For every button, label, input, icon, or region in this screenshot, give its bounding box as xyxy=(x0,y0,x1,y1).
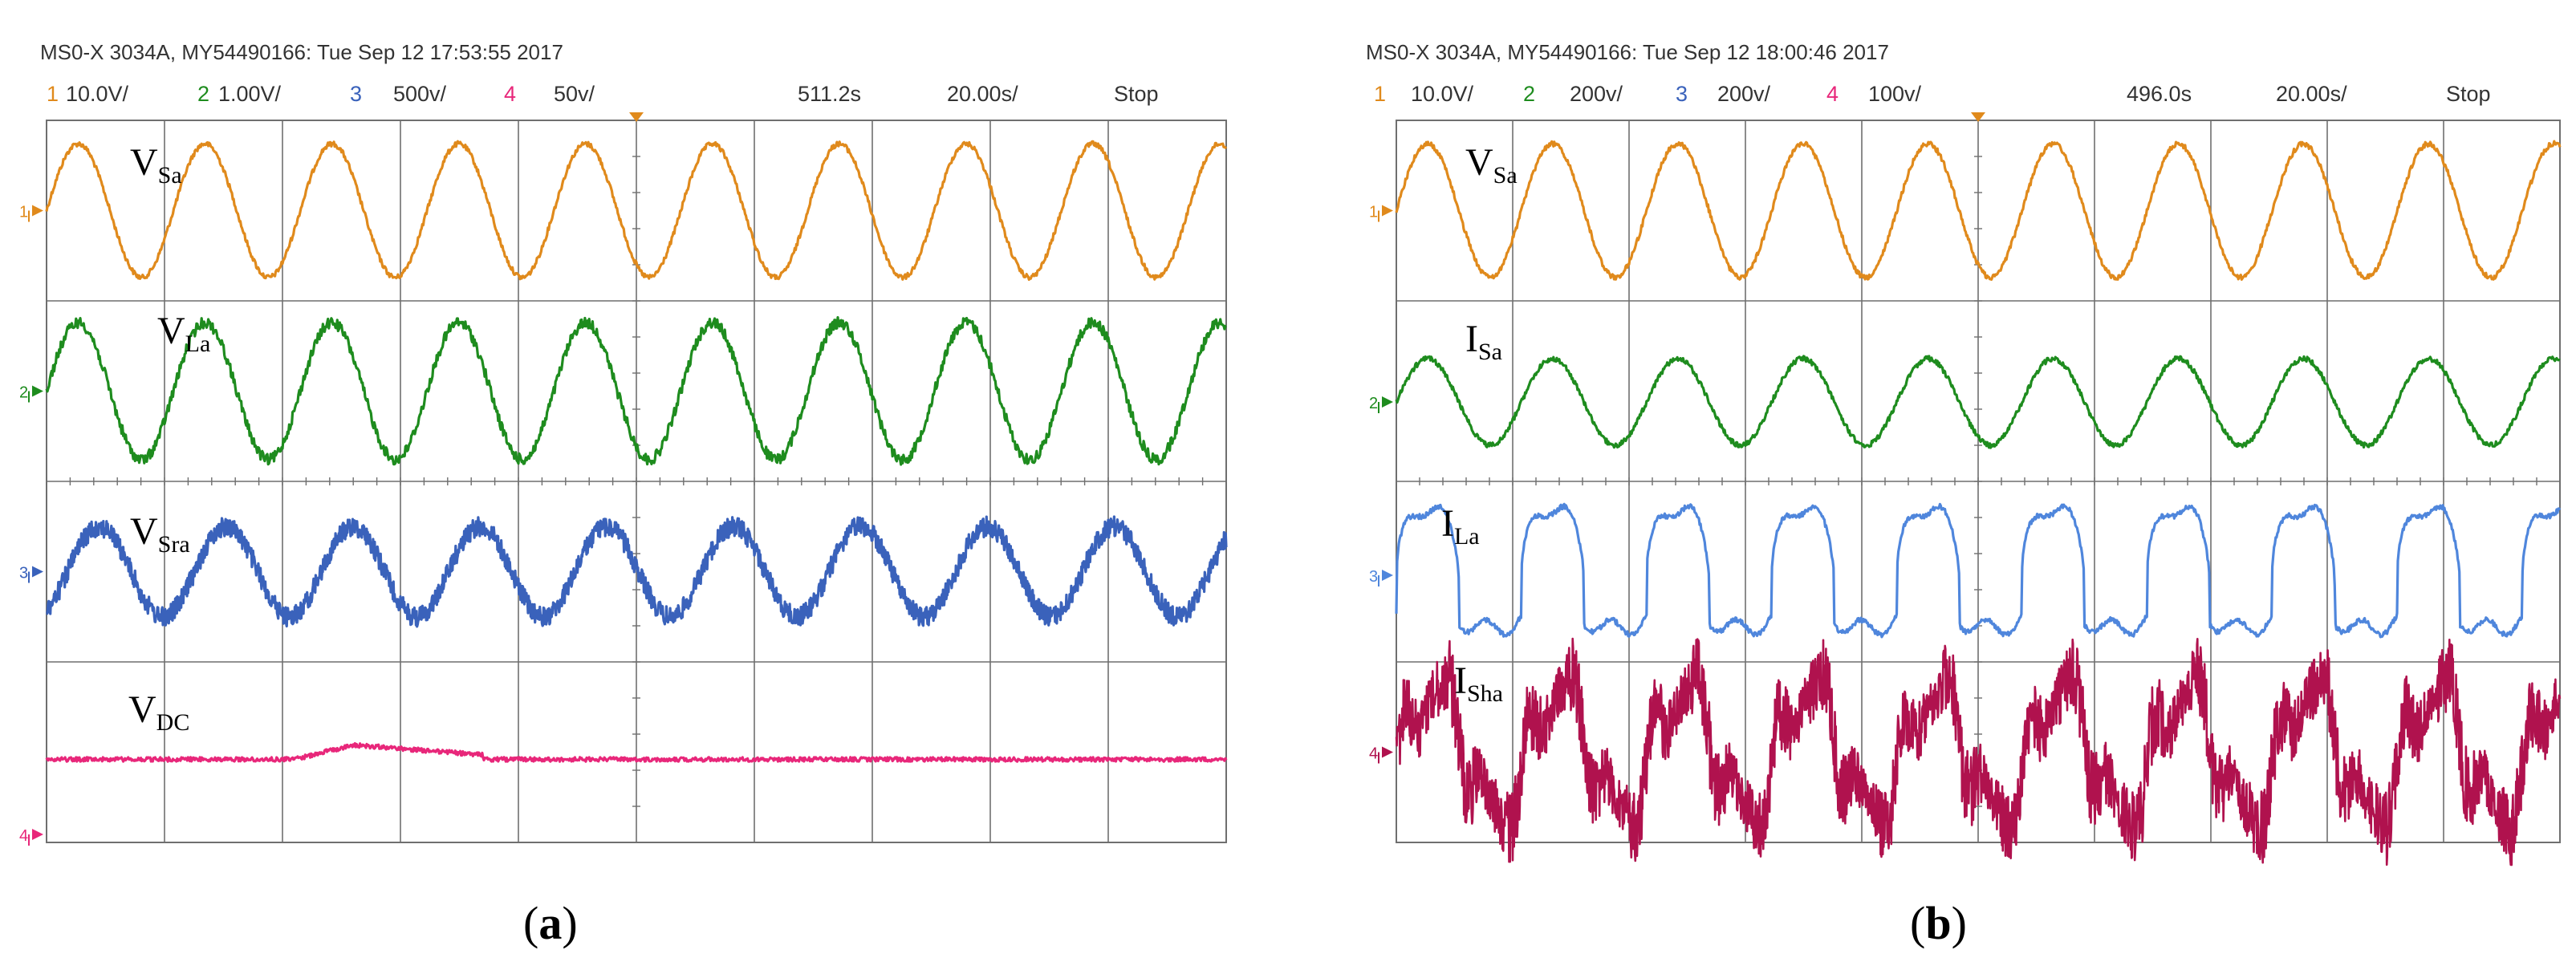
trace-v-sa xyxy=(1395,140,2562,281)
channel-marker-label: 4 xyxy=(19,827,28,845)
trace-label-vdc-a-sub: DC xyxy=(156,709,190,736)
trace-label-ila-b-sub: La xyxy=(1454,523,1480,550)
ch4-number-b: 4 xyxy=(1826,82,1839,106)
ch1-number-a: 1 xyxy=(47,82,59,106)
trace-label-isa-b: ISa xyxy=(1465,318,1502,365)
trace-label-vsa-a-sub: Sa xyxy=(158,162,182,189)
trace-label-vsra-a-sub: Sra xyxy=(158,531,190,558)
channel-marker-arrow xyxy=(32,385,43,397)
delay-readout-b: 496.0s xyxy=(2127,82,2192,106)
run-status-a: Stop xyxy=(1114,82,1159,106)
trigger-marker xyxy=(629,112,644,122)
trace-label-isha-b-sub: Sha xyxy=(1467,680,1503,707)
trace-label-vla-a-main: V xyxy=(157,310,185,352)
trace-label-ila-b-main: I xyxy=(1441,502,1454,545)
trace-i-sa xyxy=(1395,355,2561,449)
channel-marker-arrow xyxy=(1382,396,1393,408)
caption-b-letter: b xyxy=(1925,897,1951,949)
scope-panel-b: MS0-X 3034A, MY54490166: Tue Sep 12 18:0… xyxy=(1366,40,2562,949)
ch1-number-b: 1 xyxy=(1374,82,1386,106)
scope-grid-b xyxy=(1396,112,2561,843)
channel-markers-b: 1 2 3 4 xyxy=(1369,204,1393,764)
scope-panel-a: MS0-X 3034A, MY54490166: Tue Sep 12 17:5… xyxy=(19,40,1228,949)
trace-v-dc xyxy=(45,741,1228,763)
trace-label-vsa-b: VSa xyxy=(1465,141,1518,189)
caption-a-open: ( xyxy=(523,897,538,949)
ch3-scale-a: 500v/ xyxy=(393,82,447,106)
trace-label-vdc-a: VDC xyxy=(128,688,189,736)
trace-v-sa xyxy=(45,140,1228,282)
ch3-number-a: 3 xyxy=(350,82,362,106)
ch4-scale-a: 50v/ xyxy=(554,82,595,106)
channel-markers-a: 1 2 3 4 xyxy=(19,204,43,846)
ch2-number-b: 2 xyxy=(1523,82,1535,106)
ch3-number-b: 3 xyxy=(1676,82,1688,106)
trace-label-isha-b-main: I xyxy=(1454,660,1467,702)
caption-a-close: ) xyxy=(562,897,577,949)
trace-label-isa-b-sub: Sa xyxy=(1478,339,1502,365)
caption-a: (a) xyxy=(523,897,578,949)
trace-label-isa-b-main: I xyxy=(1465,318,1478,360)
trace-i-la xyxy=(1395,502,2562,639)
ch2-scale-b: 200v/ xyxy=(1570,82,1623,106)
trace-v-sra xyxy=(46,515,1228,628)
channel-marker-label: 4 xyxy=(1369,745,1378,763)
trace-label-vsa-a-main: V xyxy=(130,141,158,184)
ch1-scale-a: 10.0V/ xyxy=(66,82,129,106)
scope-grid-a xyxy=(46,112,1227,843)
scope-header-a: MS0-X 3034A, MY54490166: Tue Sep 12 17:5… xyxy=(40,40,563,64)
trace-label-vsra-a-main: V xyxy=(130,510,158,553)
channel-marker-label: 1 xyxy=(19,204,28,221)
channel-marker-label: 3 xyxy=(1369,568,1378,586)
trace-v-la xyxy=(45,316,1227,466)
ch3-scale-b: 200v/ xyxy=(1717,82,1771,106)
channel-marker-arrow xyxy=(32,829,43,840)
caption-b: (b) xyxy=(1910,897,1967,949)
trace-label-vla-a: VLa xyxy=(157,310,210,357)
trigger-marker xyxy=(1971,112,1985,122)
channel-marker-arrow xyxy=(1382,746,1393,758)
trace-label-vsa-b-sub: Sa xyxy=(1493,162,1518,189)
trace-label-vsa-b-main: V xyxy=(1465,141,1493,184)
channel-marker-arrow xyxy=(32,205,43,217)
timebase-readout-b: 20.00s/ xyxy=(2276,82,2347,106)
trace-label-ila-b: ILa xyxy=(1441,502,1480,550)
ch2-scale-a: 1.00V/ xyxy=(218,82,282,106)
trace-label-vla-a-sub: La xyxy=(185,331,211,357)
caption-b-close: ) xyxy=(1952,897,1967,949)
trace-label-isha-b: ISha xyxy=(1454,660,1503,707)
channel-marker-arrow xyxy=(32,566,43,578)
trace-i-sha xyxy=(1395,637,2562,867)
timebase-readout-a: 20.00s/ xyxy=(947,82,1018,106)
ch1-scale-b: 10.0V/ xyxy=(1411,82,1474,106)
scope-traces-a xyxy=(45,140,1228,763)
caption-b-open: ( xyxy=(1910,897,1925,949)
caption-a-letter: a xyxy=(538,897,562,949)
trace-label-vsra-a: VSra xyxy=(130,510,190,558)
channel-marker-label: 2 xyxy=(19,384,28,402)
channel-marker-arrow xyxy=(1382,570,1393,581)
run-status-b: Stop xyxy=(2446,82,2491,106)
delay-readout-a: 511.2s xyxy=(798,82,861,106)
ch4-scale-b: 100v/ xyxy=(1868,82,1922,106)
ch2-number-a: 2 xyxy=(197,82,209,106)
trace-label-vsa-a: VSa xyxy=(130,141,182,189)
channel-marker-label: 3 xyxy=(19,565,28,582)
channel-marker-label: 2 xyxy=(1369,395,1378,412)
channel-marker-arrow xyxy=(1382,205,1393,217)
ch4-number-a: 4 xyxy=(504,82,516,106)
trace-label-vdc-a-main: V xyxy=(128,688,156,731)
scope-traces-b xyxy=(1395,140,2562,867)
channel-marker-label: 1 xyxy=(1369,204,1378,221)
scope-header-b: MS0-X 3034A, MY54490166: Tue Sep 12 18:0… xyxy=(1366,40,1889,64)
